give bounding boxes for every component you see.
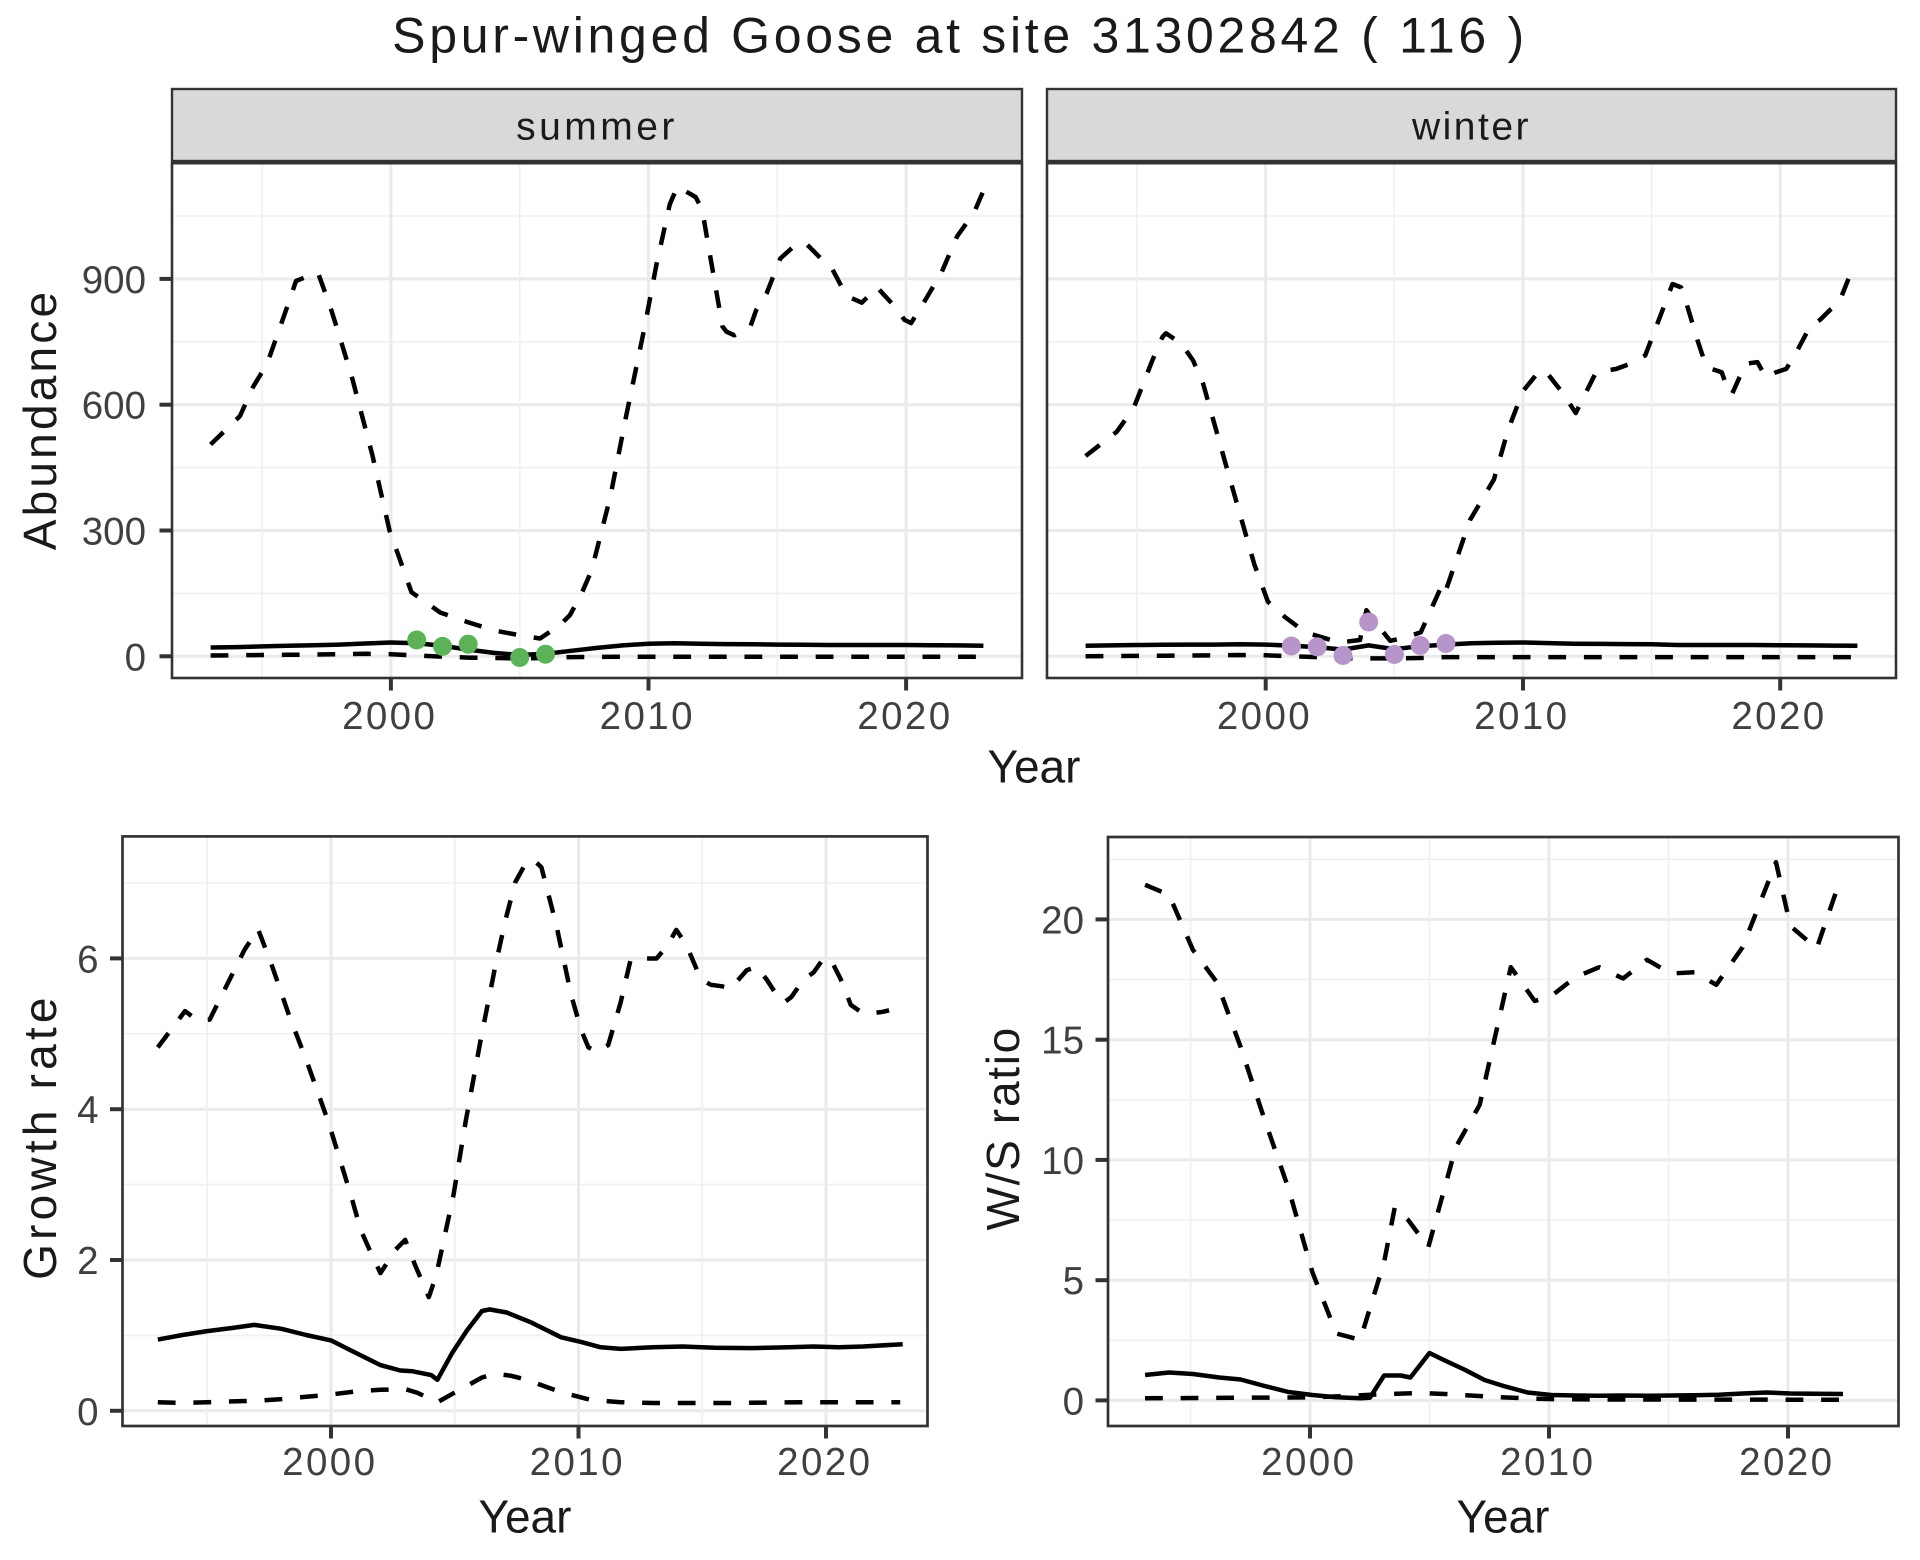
svg-text:10: 10 <box>1041 1140 1084 1183</box>
svg-text:0: 0 <box>1063 1380 1084 1423</box>
svg-text:2000: 2000 <box>342 695 437 738</box>
svg-text:900: 900 <box>82 259 146 302</box>
svg-text:5: 5 <box>1063 1260 1084 1303</box>
svg-text:15: 15 <box>1041 1020 1084 1063</box>
svg-text:Year: Year <box>479 1491 572 1543</box>
svg-text:2020: 2020 <box>1731 695 1826 738</box>
svg-text:20: 20 <box>1041 899 1084 942</box>
svg-text:2010: 2010 <box>600 695 695 738</box>
svg-text:6: 6 <box>77 938 98 981</box>
svg-text:0: 0 <box>125 636 146 679</box>
svg-text:2020: 2020 <box>777 1441 872 1484</box>
svg-text:0: 0 <box>77 1391 98 1434</box>
svg-text:300: 300 <box>82 511 146 554</box>
svg-text:Year: Year <box>1457 1491 1550 1543</box>
svg-text:Growth rate: Growth rate <box>14 993 66 1280</box>
svg-text:2020: 2020 <box>1739 1441 1834 1484</box>
svg-text:2010: 2010 <box>1474 695 1569 738</box>
svg-text:Year: Year <box>988 741 1081 793</box>
svg-text:4: 4 <box>77 1089 98 1132</box>
svg-text:2000: 2000 <box>282 1441 377 1484</box>
svg-text:winter: winter <box>1411 106 1531 149</box>
svg-text:Abundance: Abundance <box>14 289 66 551</box>
svg-text:W/S ratio: W/S ratio <box>977 1026 1029 1230</box>
svg-text:600: 600 <box>82 385 146 428</box>
svg-text:Spur-winged Goose at site 3130: Spur-winged Goose at site 31302842 ( 116… <box>392 7 1528 63</box>
svg-text:summer: summer <box>516 106 678 149</box>
svg-text:2010: 2010 <box>530 1441 625 1484</box>
svg-text:2: 2 <box>77 1240 98 1283</box>
svg-text:2000: 2000 <box>1261 1441 1356 1484</box>
svg-text:2000: 2000 <box>1217 695 1312 738</box>
svg-text:2010: 2010 <box>1500 1441 1595 1484</box>
svg-text:2020: 2020 <box>857 695 952 738</box>
